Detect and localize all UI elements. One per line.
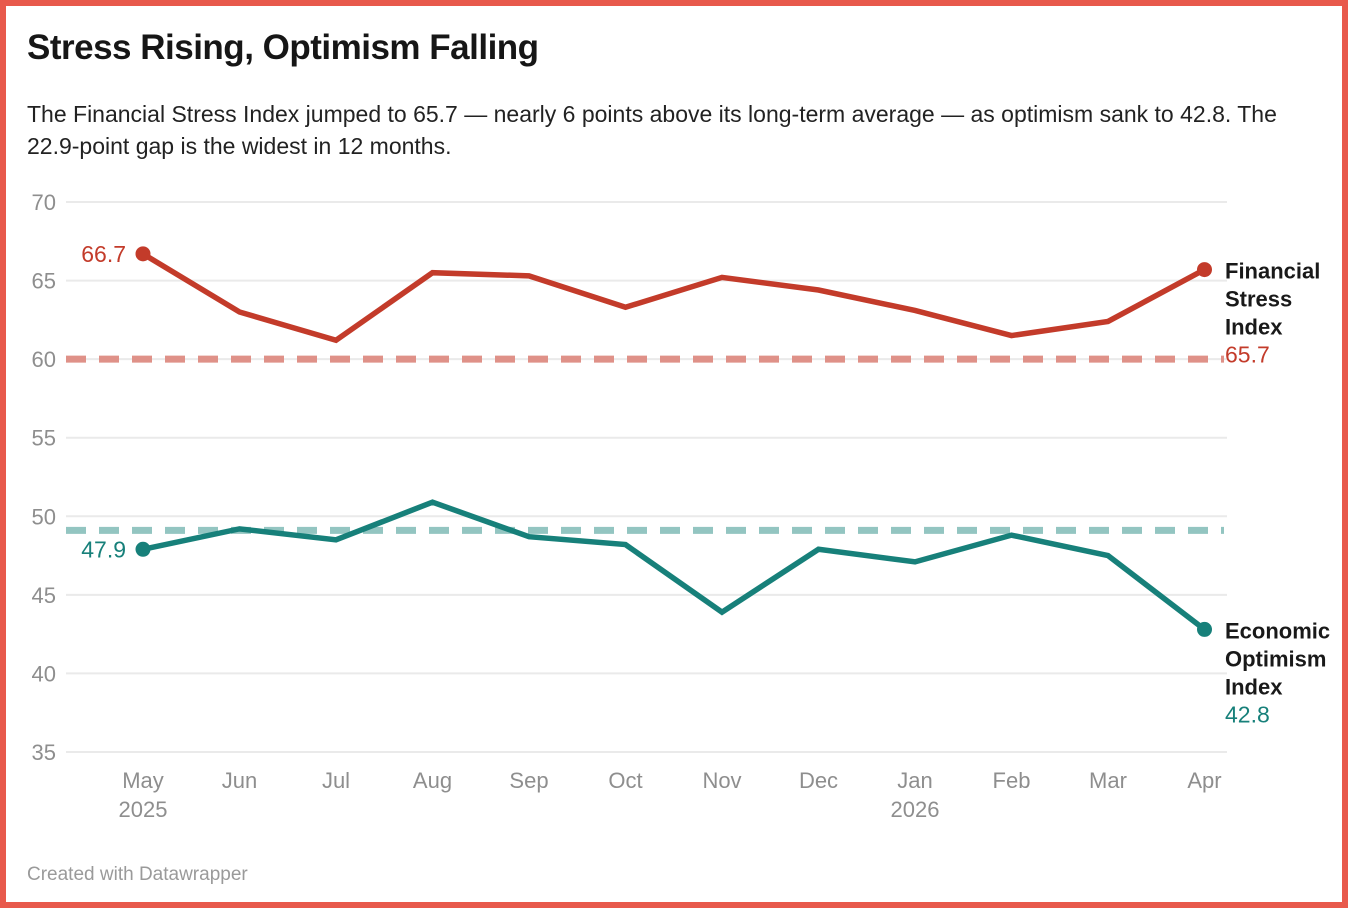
chart-subtitle: The Financial Stress Index jumped to 65.… (27, 101, 1277, 159)
x-axis-tick-label: Dec (799, 768, 838, 793)
series-end-dot (1197, 262, 1212, 278)
y-axis-tick-label: 45 (32, 583, 56, 608)
attribution-text: Created with Datawrapper (27, 864, 248, 885)
series-name-label: Financial (1225, 259, 1320, 284)
x-axis-tick-label: Jul (322, 768, 350, 793)
series-end-value-label: 42.8 (1225, 701, 1270, 727)
y-axis-tick-label: 40 (32, 661, 56, 686)
chart-title: Stress Rising, Optimism Falling (27, 28, 539, 67)
y-axis-tick-label: 65 (32, 269, 56, 294)
x-axis-tick-label: Jun (222, 768, 257, 793)
series-name-label: Economic (1225, 618, 1330, 643)
x-axis-year-label: 2025 (119, 797, 168, 822)
series-name-label: Stress (1225, 287, 1292, 312)
x-axis-tick-label: Nov (702, 768, 741, 793)
y-axis-tick-label: 35 (32, 740, 56, 765)
series-line (140, 251, 1208, 344)
x-axis-tick-label: Apr (1187, 768, 1221, 793)
series-name-label: Index (1225, 315, 1283, 340)
series-start-dot (135, 246, 151, 262)
x-axis-tick-label: Oct (608, 768, 642, 793)
x-axis-tick-label: Feb (993, 768, 1031, 793)
y-axis-tick-label: 70 (32, 190, 56, 215)
series-start-value-label: 47.9 (81, 536, 126, 562)
x-axis-tick-label: Mar (1089, 768, 1127, 793)
y-axis-tick-label: 60 (32, 347, 56, 372)
line-chart-canvas: 70 65 60 55 50 45 40 35 May Jun Jul Aug Sep Oct Nov Dec… (32, 190, 1331, 822)
x-axis-tick-label: Aug (413, 768, 452, 793)
y-axis-tick-label: 50 (32, 504, 56, 529)
series-name-label: Index (1225, 674, 1283, 699)
series-line (140, 499, 1208, 633)
y-axis-tick-label: 55 (32, 426, 56, 451)
x-axis-tick-label: May (122, 768, 164, 793)
series-start-value-label: 66.7 (81, 241, 126, 267)
series-start-dot (135, 541, 151, 557)
x-axis-tick-label: Sep (509, 768, 548, 793)
x-axis-year-label: 2026 (891, 797, 940, 822)
series-end-value-label: 65.7 (1225, 342, 1270, 368)
series-end-dot (1197, 621, 1212, 637)
series-name-label: Optimism (1225, 646, 1326, 671)
x-axis-tick-label: Jan (897, 768, 932, 793)
